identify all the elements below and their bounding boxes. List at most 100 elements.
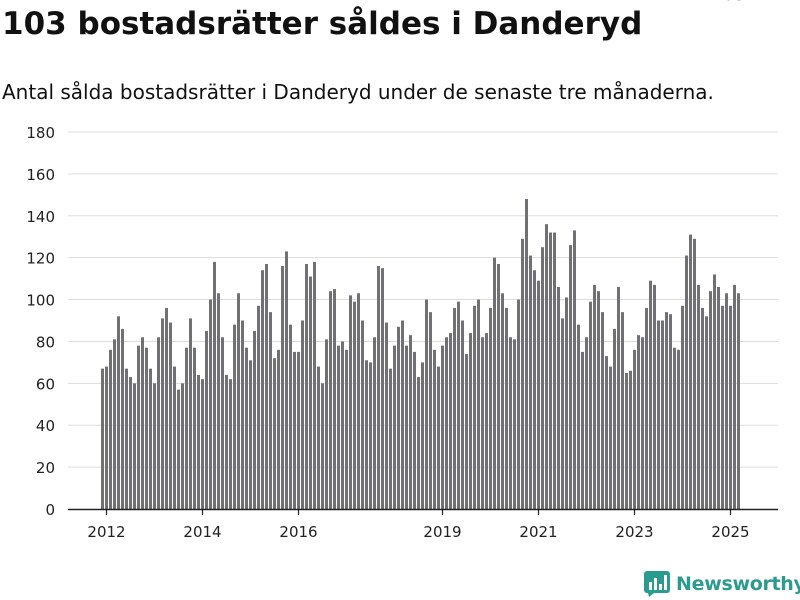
bar [545, 224, 548, 509]
bar [137, 345, 140, 509]
bar [517, 299, 520, 509]
bar [361, 320, 364, 509]
bar [709, 291, 712, 509]
bar [389, 368, 392, 509]
bar [465, 354, 468, 509]
bar [417, 377, 420, 509]
bar [337, 345, 340, 509]
y-tick-label: 100 [26, 292, 55, 310]
bar [621, 312, 624, 509]
bar [421, 362, 424, 509]
bar [649, 280, 652, 509]
x-tick-label: 2021 [519, 523, 557, 541]
bar [597, 291, 600, 509]
y-tick-label: 160 [26, 166, 55, 184]
bar [657, 320, 660, 509]
bar [317, 366, 320, 509]
y-tick-label: 40 [36, 417, 55, 435]
bar [689, 234, 692, 509]
bar [457, 301, 460, 509]
bar [329, 291, 332, 509]
bar [445, 337, 448, 509]
bar [573, 230, 576, 509]
bar [209, 299, 212, 509]
bar [677, 349, 680, 509]
bar [185, 347, 188, 509]
bar [701, 307, 704, 509]
bar [129, 377, 132, 509]
bar-chart-logo-icon [644, 571, 670, 597]
page-title: 103 bostadsrätter såldes i Danderyd [2, 6, 643, 42]
bar [241, 320, 244, 509]
bar [637, 335, 640, 509]
bar [553, 232, 556, 510]
bar [645, 307, 648, 509]
bar [345, 349, 348, 509]
bar [305, 263, 308, 509]
bar [521, 238, 524, 510]
bar [717, 286, 720, 509]
bar [201, 379, 204, 509]
bar [409, 335, 412, 509]
bar [473, 305, 476, 509]
bar [289, 324, 292, 509]
bar [273, 358, 276, 509]
x-tick-label: 2023 [615, 523, 653, 541]
bar [369, 362, 372, 509]
bar [605, 356, 608, 509]
bar [177, 389, 180, 509]
bar [297, 351, 300, 509]
y-tick-label: 140 [26, 208, 55, 226]
bar [405, 345, 408, 509]
bar [309, 276, 312, 509]
bar [105, 366, 108, 509]
bar [725, 293, 728, 509]
bar [133, 383, 136, 509]
bar [501, 293, 504, 509]
bar [665, 312, 668, 509]
bar [413, 351, 416, 509]
brand-name: Newsworthy [676, 573, 800, 595]
bar [221, 337, 224, 509]
bar [293, 351, 296, 509]
bar [357, 293, 360, 509]
bar [385, 322, 388, 509]
bar [581, 351, 584, 509]
bar [641, 337, 644, 509]
bar [141, 337, 144, 509]
bar [237, 293, 240, 509]
bar [117, 316, 120, 509]
bar [173, 366, 176, 509]
bar [249, 360, 252, 509]
bar [733, 284, 736, 509]
bar [629, 370, 632, 509]
bar [525, 199, 528, 509]
x-tick-label: 2019 [423, 523, 461, 541]
bar [353, 301, 356, 509]
bar [149, 368, 152, 509]
bar [509, 337, 512, 509]
bar [513, 339, 516, 509]
bar [313, 261, 316, 509]
bar [225, 374, 228, 509]
y-tick-label: 0 [45, 501, 55, 519]
bar [321, 383, 324, 509]
bar [121, 328, 124, 509]
y-tick-label: 120 [26, 250, 55, 268]
bar [481, 337, 484, 509]
bar [497, 263, 500, 509]
bar [333, 289, 336, 509]
bar [145, 347, 148, 509]
bar [109, 349, 112, 509]
bar [661, 320, 664, 509]
bar [461, 320, 464, 509]
bar [705, 316, 708, 509]
bar [181, 383, 184, 509]
bar [485, 333, 488, 509]
y-tick-label: 20 [36, 459, 55, 477]
bar [217, 293, 220, 509]
bar [565, 297, 568, 509]
bar [269, 312, 272, 509]
bar [653, 284, 656, 509]
